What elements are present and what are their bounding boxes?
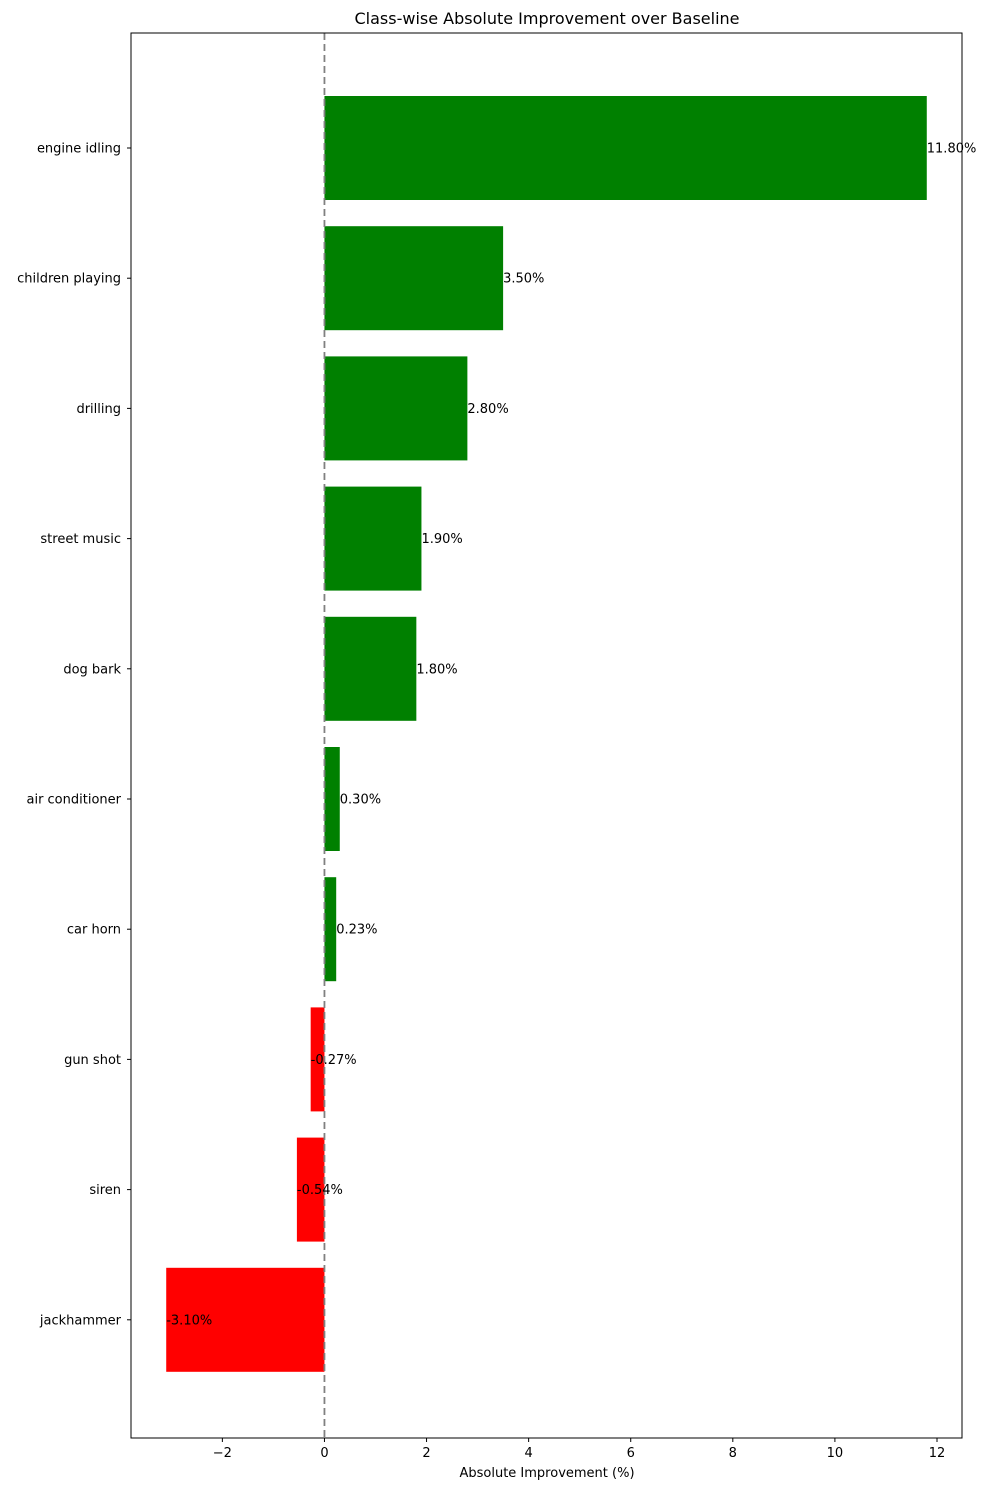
- bar-car-horn: [324, 877, 337, 982]
- value-label: -0.54%: [297, 1183, 343, 1198]
- plot-area-frame: [130, 32, 963, 1439]
- bar-jackhammer: [166, 1267, 325, 1372]
- y-tick-label: dog bark: [63, 662, 121, 677]
- x-axis-title: Absolute Improvement (%): [459, 1466, 634, 1481]
- value-label: 1.90%: [421, 532, 462, 547]
- y-tick-label: gun shot: [64, 1053, 121, 1068]
- value-label: 0.30%: [340, 793, 381, 808]
- bar-engine-idling: [324, 96, 927, 200]
- bar-street-music: [324, 486, 422, 591]
- value-label: -0.27%: [311, 1053, 357, 1068]
- y-tick-label: street music: [40, 532, 121, 547]
- bar-dog-bark: [324, 616, 417, 721]
- bar-air-conditioner: [324, 747, 340, 851]
- y-tick-label: engine idling: [37, 142, 121, 157]
- x-tick-label: 12: [929, 1446, 946, 1461]
- x-axis: −2 0 2 4 6 8 10 12: [213, 1438, 945, 1461]
- x-tick-label: 0: [320, 1446, 328, 1461]
- value-label: 0.23%: [336, 923, 377, 938]
- bar-drilling: [324, 356, 468, 461]
- x-tick-label: 8: [729, 1446, 737, 1461]
- x-tick-label: 4: [524, 1446, 532, 1461]
- y-axis: engine idling children playing drilling str…: [17, 142, 131, 1328]
- bar-siren: [296, 1137, 325, 1242]
- bar-children-playing: [324, 226, 504, 331]
- chart-title: Class-wise Absolute Improvement over Bas…: [355, 9, 740, 28]
- x-tick-label: −2: [213, 1446, 232, 1461]
- value-label: 2.80%: [467, 402, 508, 417]
- value-label: 3.50%: [503, 272, 544, 287]
- y-tick-label: jackhammer: [39, 1313, 122, 1328]
- bar-gun-shot: [310, 1007, 325, 1112]
- y-tick-label: children playing: [17, 272, 121, 287]
- x-tick-label: 2: [422, 1446, 430, 1461]
- value-label: -3.10%: [166, 1313, 212, 1328]
- bars-group: [166, 96, 927, 1372]
- x-tick-label: 10: [827, 1446, 844, 1461]
- value-label: 11.80%: [927, 142, 977, 157]
- value-label: 1.80%: [416, 662, 457, 677]
- y-tick-label: siren: [89, 1183, 121, 1198]
- value-labels-group: 11.80% 3.50% 2.80% 1.90% 1.80% 0.30% 0.23% -0.2…: [166, 142, 976, 1329]
- x-tick-label: 6: [627, 1446, 635, 1461]
- y-tick-label: drilling: [76, 402, 121, 417]
- y-tick-label: air conditioner: [26, 793, 121, 808]
- y-tick-label: car horn: [67, 923, 121, 938]
